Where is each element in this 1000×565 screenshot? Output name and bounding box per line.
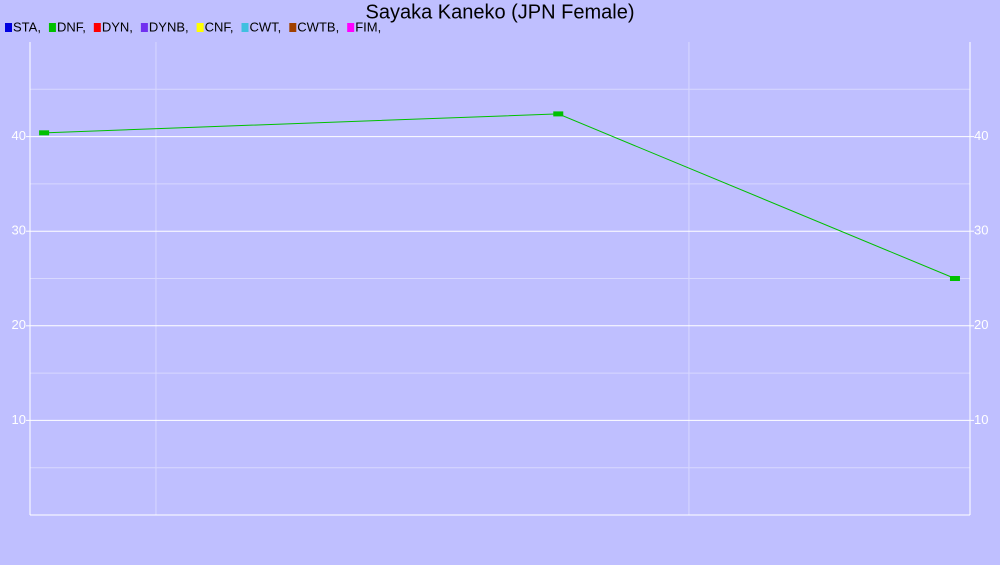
legend-swatch bbox=[241, 23, 249, 32]
legend-label: DYNB, bbox=[149, 19, 189, 34]
legend-label: CNF, bbox=[205, 19, 234, 34]
point bbox=[949, 276, 960, 281]
y-tick-label: 40 bbox=[12, 128, 26, 143]
chart-title: Sayaka Kaneko (JPN Female) bbox=[365, 1, 634, 23]
y-tick-label: 20 bbox=[12, 317, 26, 332]
legend-swatch bbox=[289, 23, 297, 32]
legend-label: CWT, bbox=[250, 19, 282, 34]
legend-label: DYN, bbox=[102, 19, 133, 34]
legend-swatch bbox=[140, 23, 148, 32]
y-tick-label-right: 40 bbox=[974, 128, 988, 143]
legend-swatch bbox=[93, 23, 101, 32]
point bbox=[553, 111, 564, 117]
y-tick-label-right: 20 bbox=[974, 317, 988, 332]
legend-label: FIM, bbox=[355, 19, 381, 34]
legend-swatch bbox=[48, 23, 56, 32]
legend-swatch bbox=[347, 23, 355, 32]
y-tick-label: 30 bbox=[12, 223, 26, 238]
legend-label: STA, bbox=[13, 19, 41, 34]
legend-label: CWTB, bbox=[297, 19, 339, 34]
legend-swatch bbox=[196, 23, 204, 32]
legend-swatch bbox=[5, 23, 12, 32]
legend-label: DNF, bbox=[57, 19, 86, 34]
point bbox=[39, 130, 50, 136]
y-tick-label-right: 10 bbox=[974, 412, 988, 427]
y-tick-label-right: 30 bbox=[974, 223, 988, 238]
y-tick-label: 10 bbox=[12, 412, 26, 427]
